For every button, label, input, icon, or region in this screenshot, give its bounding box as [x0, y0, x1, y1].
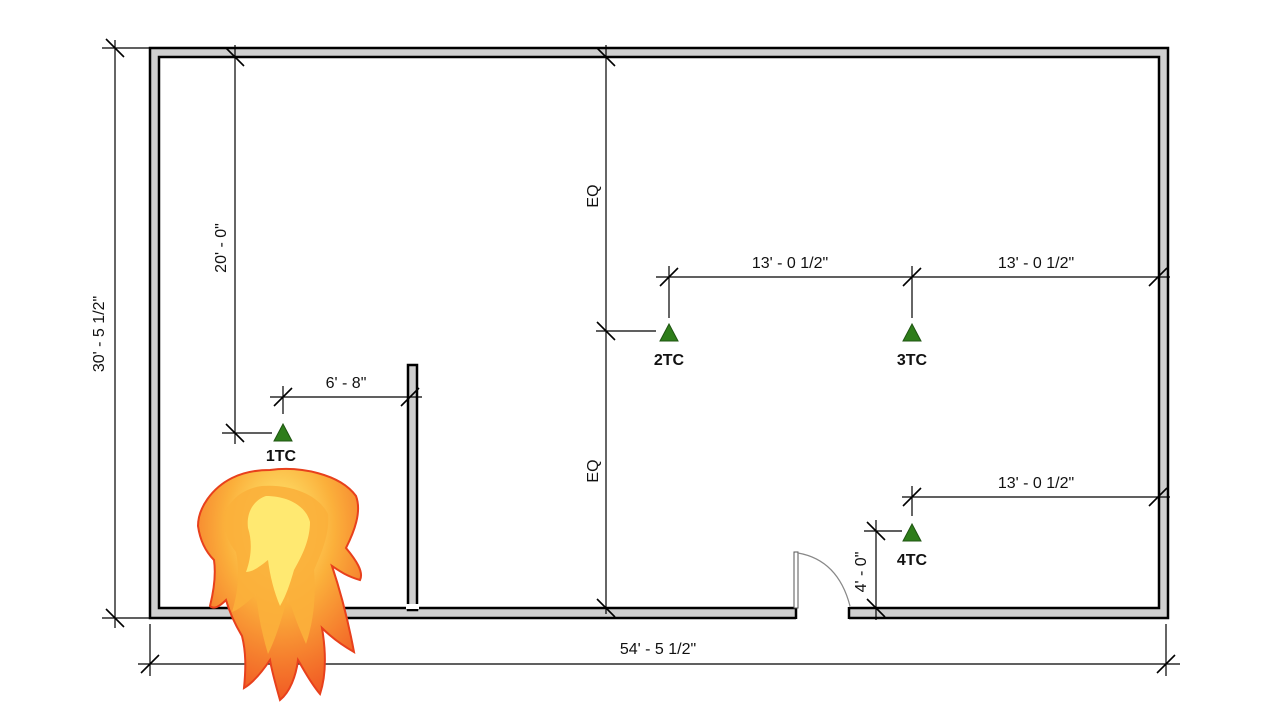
- dim-4tc-bottom-offset: 4' - 0": [853, 520, 902, 620]
- label-span-3tc-wall: 13' - 0 1/2": [998, 255, 1074, 272]
- triangle-marker-icon: [902, 322, 922, 342]
- interior-partition: [406, 363, 419, 612]
- dim-eq-vertical: EQ EQ: [585, 45, 656, 618]
- label-left-offset: 20' - 0": [213, 223, 230, 273]
- label-eq-upper: EQ: [585, 184, 602, 207]
- label-bottom-offset-4tc: 4' - 0": [853, 552, 870, 593]
- dim-upper-horizontal-string: 13' - 0 1/2" 13' - 0 1/2": [656, 255, 1170, 318]
- dim-left-offset: 20' - 0": [213, 45, 272, 444]
- label-eq-lower: EQ: [585, 459, 602, 482]
- sensor-2tc: 2TC: [654, 322, 685, 369]
- label-overall-height: 30' - 5 1/2": [91, 296, 108, 372]
- sensor-1tc: 1TC: [266, 422, 297, 465]
- label-partition-offset: 6' - 8": [326, 375, 367, 392]
- dim-overall-height: 30' - 5 1/2": [91, 38, 160, 628]
- label-overall-width: 54' - 5 1/2": [620, 641, 696, 658]
- sensor-label: 2TC: [654, 352, 685, 369]
- sensor-label: 3TC: [897, 352, 928, 369]
- door-swing-icon: [793, 551, 851, 609]
- dim-lower-horizontal: 13' - 0 1/2": [902, 475, 1170, 516]
- sensor-label: 1TC: [266, 448, 297, 465]
- dim-partition-offset: 6' - 8": [270, 375, 422, 414]
- door-opening: [796, 605, 849, 621]
- label-span-4tc-wall: 13' - 0 1/2": [998, 475, 1074, 492]
- triangle-marker-icon: [659, 322, 679, 342]
- sensor-label: 4TC: [897, 552, 928, 569]
- triangle-marker-icon: [902, 522, 922, 542]
- triangle-marker-icon: [273, 422, 293, 442]
- fire-icon: [196, 468, 362, 702]
- sensor-3tc: 3TC: [897, 322, 928, 369]
- label-span-2tc-3tc: 13' - 0 1/2": [752, 255, 828, 272]
- sensor-4tc: 4TC: [897, 522, 928, 569]
